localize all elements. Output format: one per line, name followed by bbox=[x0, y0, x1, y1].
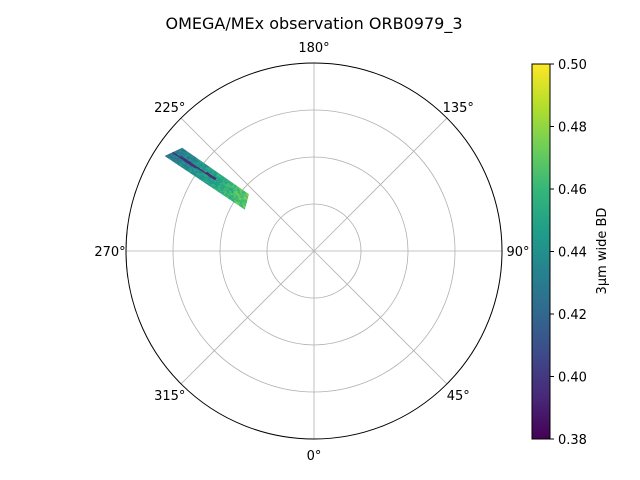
angular-gridline-135 bbox=[313, 117, 448, 252]
colorbar-gradient bbox=[531, 63, 551, 440]
colorbar: 0.38 0.40 0.42 0.44 0.46 0.48 0.50 3µm wide BD bbox=[531, 58, 610, 448]
observation-swath bbox=[164, 147, 249, 210]
angular-gridline-45 bbox=[313, 250, 448, 385]
colorbar-tick-label: 0.42 bbox=[558, 308, 587, 323]
theta-tick-label-315: 315° bbox=[154, 389, 185, 404]
angular-gridline-315 bbox=[180, 250, 315, 385]
theta-tick-label-135: 135° bbox=[443, 101, 474, 116]
swath-cell bbox=[246, 192, 249, 196]
colorbar-tick-label: 0.44 bbox=[558, 246, 587, 261]
angular-gridline-225 bbox=[180, 117, 315, 252]
chart-title: OMEGA/MEx observation ORB0979_3 bbox=[165, 14, 462, 34]
theta-tick-label-45: 45° bbox=[447, 389, 470, 404]
colorbar-label: 3µm wide BD bbox=[595, 208, 610, 295]
colorbar-tick-label: 0.46 bbox=[558, 183, 587, 198]
colorbar-tick-label: 0.50 bbox=[558, 58, 587, 73]
theta-tick-label-0: 0° bbox=[307, 449, 322, 464]
theta-tick-label-225: 225° bbox=[154, 101, 185, 116]
polar-frame bbox=[125, 62, 503, 440]
colorbar-ticks: 0.38 0.40 0.42 0.44 0.46 0.48 0.50 bbox=[550, 58, 587, 448]
theta-tick-label-90: 90° bbox=[506, 245, 529, 260]
theta-tick-label-180: 180° bbox=[298, 41, 329, 56]
theta-tick-labels: 180° 135° 90° 45° 0° 315° 270° 225° bbox=[94, 41, 529, 464]
colorbar-tick-label: 0.40 bbox=[558, 371, 587, 386]
colorbar-tick-label: 0.48 bbox=[558, 121, 587, 136]
colorbar-tick-label: 0.38 bbox=[558, 433, 587, 448]
theta-tick-label-270: 270° bbox=[94, 245, 125, 260]
polar-axes bbox=[125, 62, 503, 440]
